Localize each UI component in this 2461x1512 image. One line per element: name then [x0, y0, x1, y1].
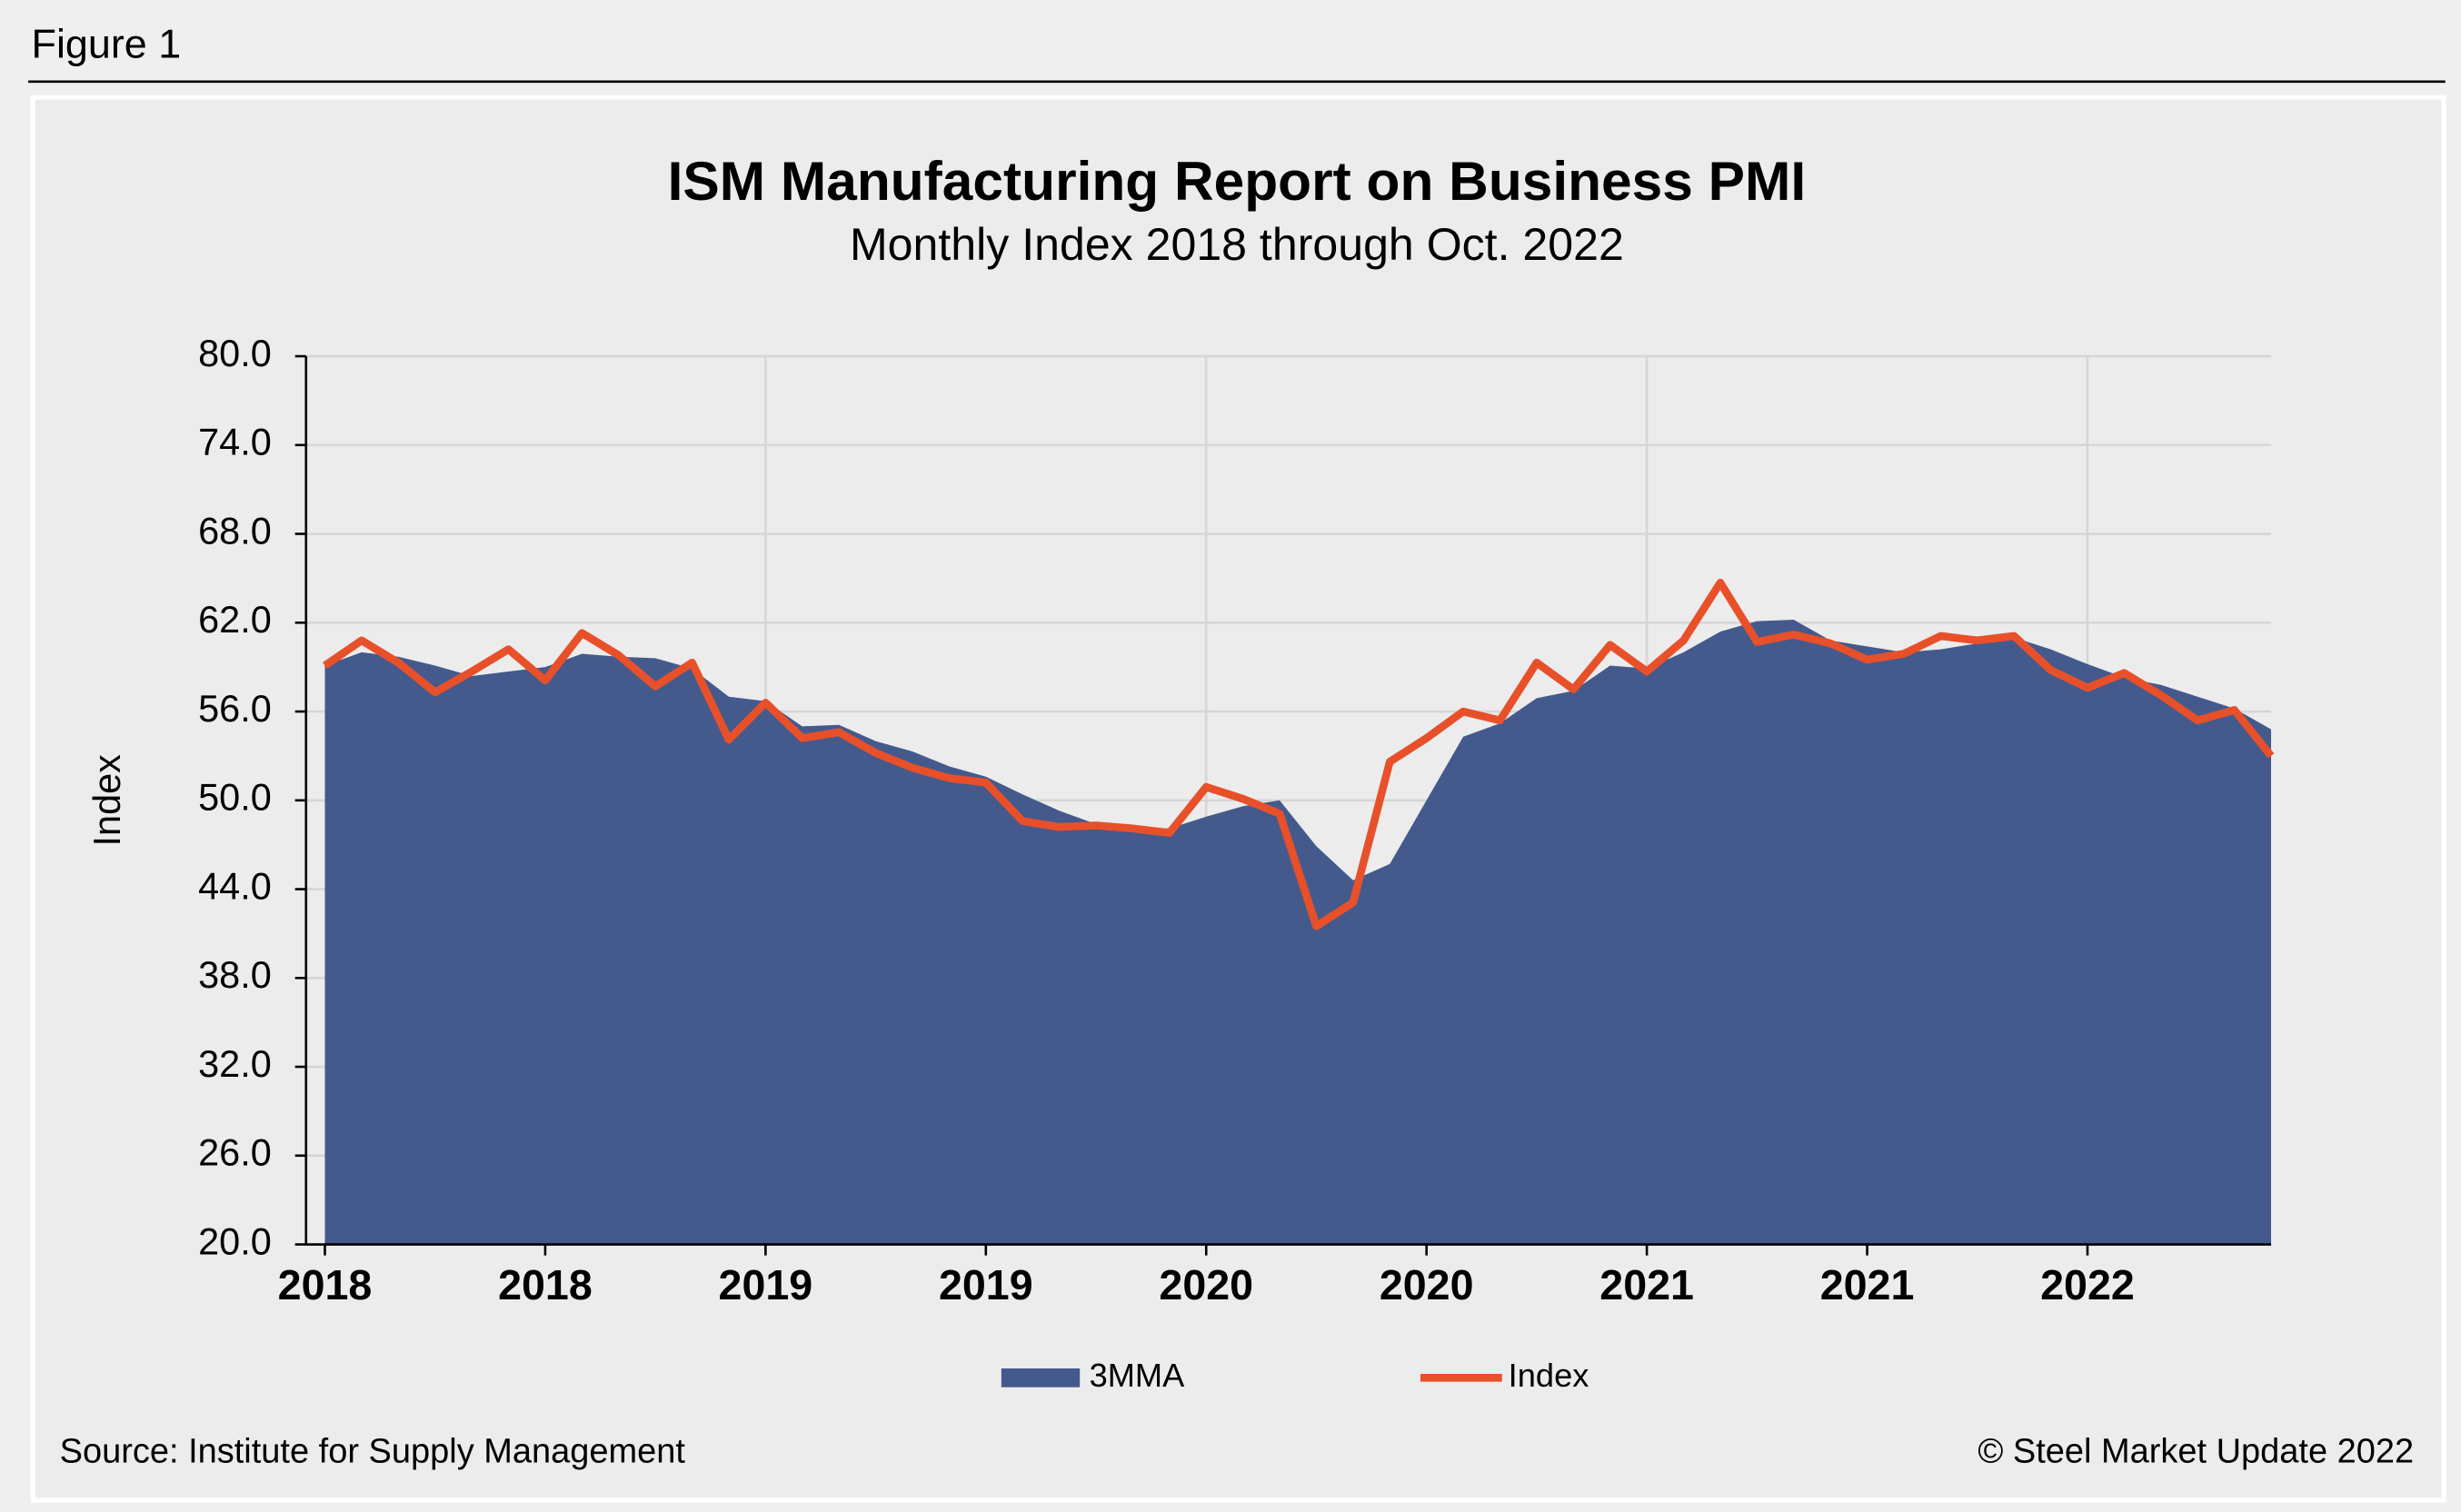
chart-subtitle: Monthly Index 2018 through Oct. 2022 [850, 219, 1624, 270]
y-tick-label: 68.0 [198, 509, 272, 552]
y-tick-label: 26.0 [198, 1131, 272, 1174]
x-tick-label: 2022 [2040, 1261, 2135, 1308]
y-tick-label: 20.0 [198, 1219, 272, 1262]
x-tick-label: 2019 [939, 1261, 1033, 1308]
x-tick-label: 2020 [1159, 1261, 1253, 1308]
x-tick-label: 2021 [1820, 1261, 1915, 1308]
y-tick-label: 44.0 [198, 864, 272, 907]
copyright: © Steel Market Update 2022 [1978, 1432, 2414, 1470]
source-note: Source: Institute for Supply Management [60, 1432, 686, 1470]
y-tick-label: 80.0 [198, 332, 272, 374]
x-tick-label: 2018 [278, 1261, 373, 1308]
y-tick-label: 50.0 [198, 776, 272, 819]
legend-label: Index [1509, 1357, 1589, 1394]
x-tick-label: 2021 [1599, 1261, 1694, 1308]
x-tick-label: 2018 [498, 1261, 593, 1308]
line [323, 578, 2275, 930]
x-tick-label: 2019 [719, 1261, 813, 1308]
y-tick-label: 62.0 [198, 598, 272, 641]
y-tick-label: 74.0 [198, 421, 272, 463]
legend-swatch [1001, 1368, 1081, 1388]
y-tick-label: 32.0 [198, 1042, 272, 1085]
area [324, 620, 2272, 1245]
y-tick-label: 38.0 [198, 953, 272, 996]
y-tick-label: 56.0 [198, 687, 272, 730]
y-axis-label: Index [85, 754, 128, 847]
legend-label: 3MMA [1090, 1357, 1186, 1394]
x-tick-label: 2020 [1380, 1261, 1474, 1308]
chart-title: ISM Manufacturing Report on Business PMI [668, 150, 1807, 212]
figure-label: Figure 1 [32, 21, 182, 67]
